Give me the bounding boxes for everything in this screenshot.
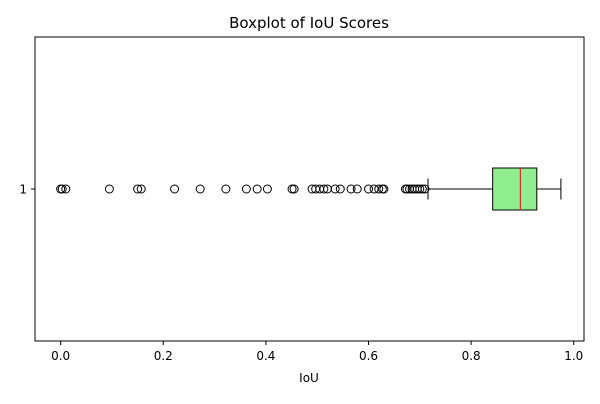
iqr-box (492, 167, 538, 211)
outlier-point (252, 184, 262, 194)
x-tick-label: 0.6 (359, 349, 378, 363)
x-tick-label: 0.0 (51, 349, 70, 363)
outlier-point (417, 184, 427, 194)
y-tick-label: 1 (19, 183, 27, 197)
plot-marks: 0.0 0.2 0.4 0.6 0.8 1.0 1 (19, 167, 583, 363)
x-tick-label: 0.2 (154, 349, 173, 363)
outlier-point (420, 184, 430, 194)
x-tick-label: 0.4 (256, 349, 275, 363)
outlier-point (133, 184, 143, 194)
outlier-point (364, 184, 374, 194)
outlier-point (319, 184, 329, 194)
outlier-point (374, 184, 384, 194)
outlier-point (241, 184, 251, 194)
outlier-point (170, 184, 180, 194)
outlier-point (335, 184, 345, 194)
outlier-point (136, 184, 146, 194)
x-tick-label: 1.0 (564, 349, 583, 363)
outlier-point (415, 184, 425, 194)
chart-title: Boxplot of IoU Scores (229, 14, 389, 32)
outlier-point (104, 184, 114, 194)
x-tick-label: 0.8 (462, 349, 481, 363)
outlier-point (287, 184, 297, 194)
outlier-point (346, 184, 356, 194)
outlier-point (330, 184, 340, 194)
outlier-point (379, 184, 389, 194)
outlier-point (352, 184, 362, 194)
outlier-point (369, 184, 379, 194)
outlier-point (57, 184, 67, 194)
outlier-point (61, 184, 71, 194)
outlier-point (195, 184, 205, 194)
outlier-point (221, 184, 231, 194)
x-axis-label: IoU (299, 371, 319, 385)
outlier-point (289, 184, 299, 194)
outlier-point (262, 184, 272, 194)
